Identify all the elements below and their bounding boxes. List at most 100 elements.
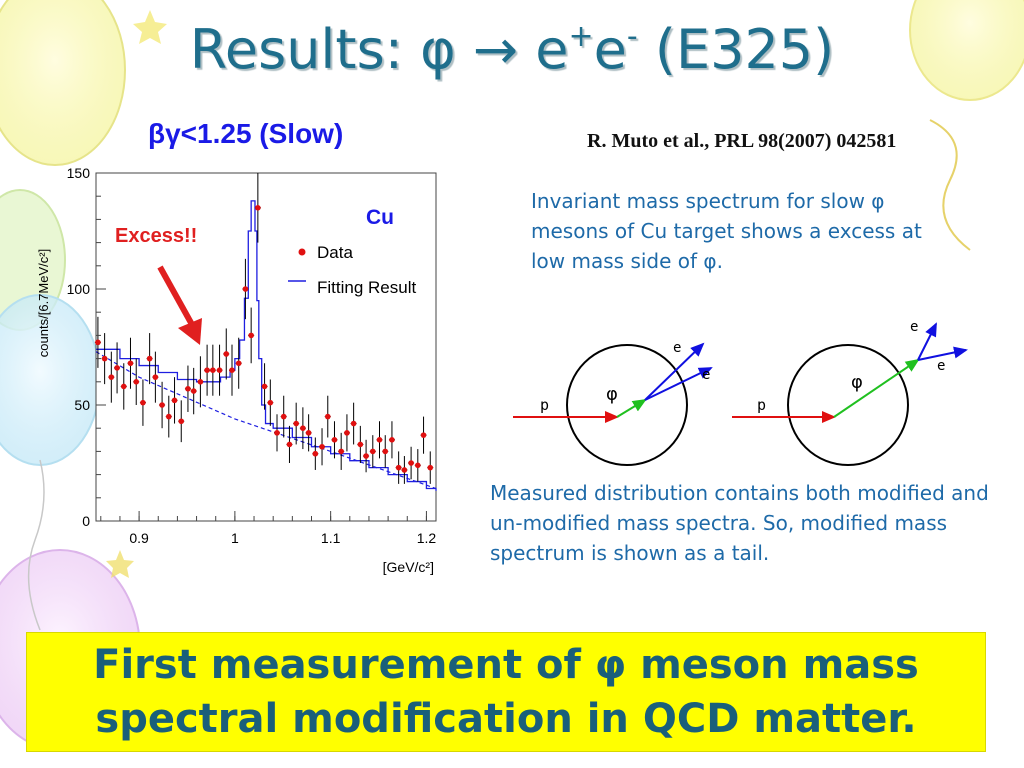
data-point [204,367,210,373]
data-point [255,205,261,211]
data-point [382,448,389,455]
positron-arrow [917,346,968,361]
y-tick-label: 0 [82,513,90,529]
banner-text: First measurement of φ meson mass spectra… [93,642,919,742]
arrow-symbol: → [455,18,536,81]
phi-symbol: φ [703,249,717,273]
data-point [331,437,338,443]
legend-data: Data [317,243,353,262]
data-point [108,374,115,380]
data-point [242,286,249,292]
electron-arrow [917,322,937,361]
phi-symbol: φ [594,642,627,688]
citation: R. Muto et al., PRL 98(2007) 042581 [587,130,897,152]
fit-result-line [96,200,437,491]
data-point [357,441,364,448]
star-decoration [133,10,167,44]
background-fit-line [95,351,437,490]
data-point [216,367,223,373]
data-point [165,413,172,420]
data-point [152,374,159,380]
data-point [133,379,140,385]
x-tick-label: 0.9 [129,530,149,546]
data-point [229,367,235,373]
data-point [114,365,120,371]
data-point [146,355,153,362]
balloon-yellow [0,0,126,166]
phi-arrow [833,358,920,418]
data-point [324,413,331,420]
diagram-decay-inside: p φ e e [513,340,713,466]
excess-arrow [157,265,198,332]
data-point [127,360,134,367]
data-point [248,332,254,339]
data-point [140,399,146,406]
x-tick-label: 1.1 [321,530,341,546]
data-point [427,464,434,471]
description-invariant-mass: Invariant mass spectrum for slow φ meson… [531,189,922,273]
description-measured-distribution: Measured distribution contains both modi… [490,481,989,565]
phi-arrow [616,398,647,418]
data-point [420,432,427,438]
data-point [267,399,274,406]
data-point [293,420,299,427]
data-point [401,467,408,473]
y-tick-label: 50 [74,397,90,413]
data-point [344,430,350,436]
data-point [95,339,101,346]
y-axis-label: counts/[6.7MeV/c²] [36,249,51,357]
positron-label: e [937,358,945,374]
data-point [197,379,204,385]
x-axis-label: [GeV/c²] [383,559,434,575]
phi-symbol: φ [871,189,885,213]
phi-label: φ [606,384,618,405]
proton-label: p [540,396,549,414]
phi-label: φ [851,372,863,393]
data-point [235,360,242,367]
plot-frame [95,172,437,522]
legend-fit: Fitting Result [317,278,416,297]
x-tick-label: 1.2 [417,530,437,546]
data-point [101,355,108,362]
data-point [415,462,421,469]
data-point [159,402,165,408]
excess-label: Excess!! [115,225,197,247]
nucleus-circle [566,344,688,466]
data-point [223,351,230,357]
proton-label: p [757,396,766,414]
positron-label: e [702,367,710,383]
data-point [280,413,287,420]
nucleus-circle [787,344,909,466]
conclusion-banner: First measurement of φ meson mass spectra… [26,632,986,752]
subtitle-beta-gamma: βγ<1.25 (Slow) [148,118,344,149]
data-point [376,437,383,443]
data-point [286,441,293,448]
swirl [929,119,971,251]
y-tick-label: 150 [67,165,91,181]
data-point [261,383,268,390]
data-point [389,437,395,443]
data-point [178,418,185,425]
data-point [305,430,312,436]
data-point [120,383,127,390]
data-point [210,367,216,373]
electron-label: e [910,319,918,335]
star-decoration [106,550,134,578]
invariant-mass-chart: 0.9 1 1.1 1.2 0 50 100 150 counts/[6.7MeV/c²] [… [36,165,437,575]
data-point [319,443,325,450]
positron-arrow [644,367,713,401]
y-tick-label: 100 [67,281,91,297]
phi-symbol: φ [420,18,456,81]
electron-label: e [673,340,681,356]
data-point [338,448,344,455]
data-point [185,385,191,392]
balloon-string [27,459,45,631]
data-point [312,450,319,457]
data-point [408,460,414,466]
diagram-decay-outside: p φ e e [732,319,968,466]
data-point [363,453,369,459]
data-point [369,448,376,455]
balloon-yellow-2 [909,0,1024,101]
data-point [190,388,197,394]
x-tick-label: 1 [231,530,239,546]
